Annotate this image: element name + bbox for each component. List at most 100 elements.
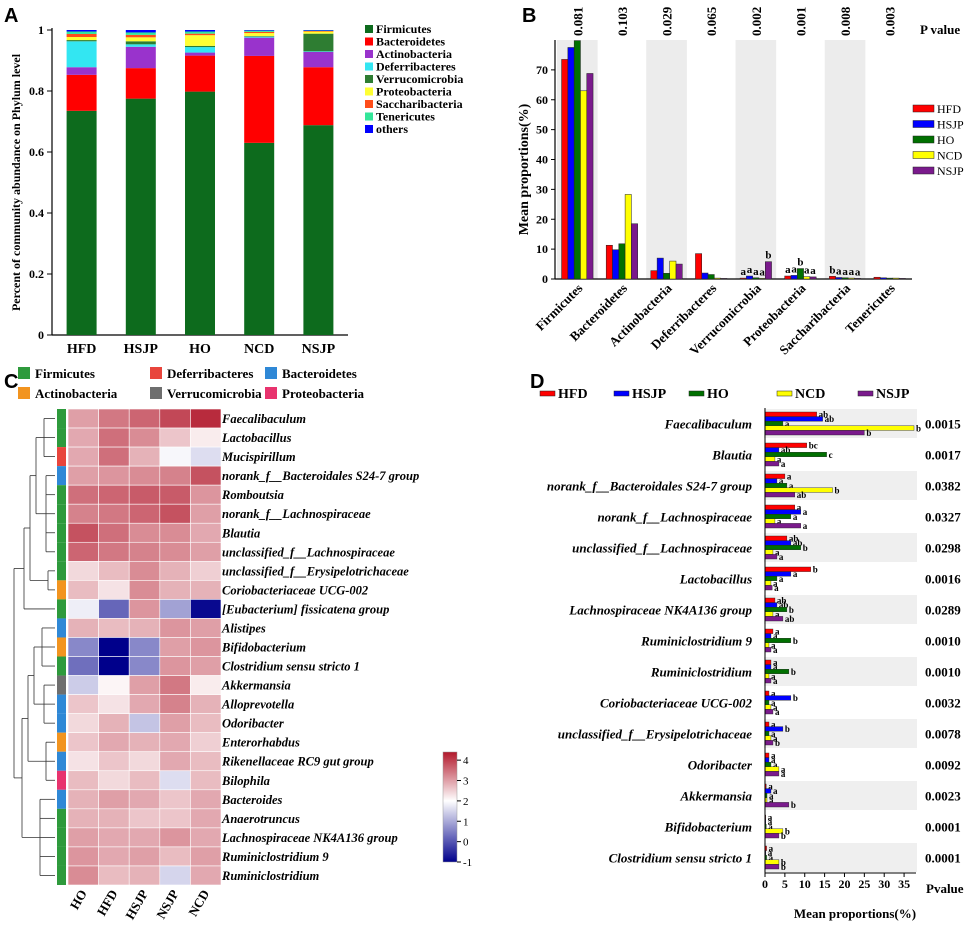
c-row-label: Rikenellaceae RC9 gut group [221, 755, 374, 769]
b-bar-ho-proteobacteria [797, 268, 804, 280]
c-row-label: Faecalibaculum [221, 412, 306, 426]
a-bar-bacteroidetes-hfd [66, 74, 97, 111]
c-phylum-bar [57, 808, 66, 828]
d-bar-hsjp-norank-f-bacteroidales-s24-7-group [764, 478, 778, 484]
a-legend-label-others: others [376, 122, 408, 136]
d-letter: a [773, 658, 778, 668]
d-letter: b [781, 857, 786, 867]
d-letter: a [779, 574, 784, 584]
c-cell-alloprevotella-ncd [190, 694, 222, 714]
b-pvalue: 0.081 [570, 7, 585, 36]
d-band [764, 595, 917, 624]
b-bar-hsjp-firmicutes [567, 47, 575, 280]
a-y-tick-label: 0.8 [29, 84, 44, 98]
d-legend-label-hfd: HFD [558, 387, 588, 402]
c-row-label: Bifidobacterium [221, 641, 306, 655]
c-cell-blautia-ho [67, 522, 99, 543]
a-y-tick-label: 0 [38, 328, 44, 342]
panel-label-c: C [4, 371, 18, 393]
c-cell-faecalibaculum-hsjp [128, 408, 161, 429]
d-letter: a [773, 733, 778, 743]
c-phylum-bar [57, 466, 66, 486]
d-pvalue: 0.0032 [925, 696, 961, 711]
c-cell-bacteroides-hsjp [128, 789, 161, 810]
a-bar-firmicutes-hfd [66, 110, 97, 335]
b-bar-ncd-saccharibacteria [847, 277, 855, 280]
c-cell-rikenellaceae-rc9-gut-group-hfd [98, 751, 130, 772]
c-cell-lactobacillus-ho [67, 427, 99, 448]
c-cell-eubacterium-fissicatena-group-hsjp [128, 599, 161, 619]
d-bar-hfd-odoribacter [764, 752, 770, 758]
c-phylum-bar [57, 656, 66, 676]
b-letter: b [797, 257, 803, 269]
d-letter: a [779, 476, 784, 486]
d-letter: a [781, 769, 786, 779]
d-bar-hsjp-coriobacteriaceae-ucg-002 [764, 695, 792, 701]
b-band [646, 40, 687, 279]
b-bar-hfd-bacteroidetes [605, 244, 613, 280]
d-letter: ab [779, 600, 789, 610]
c-cell-clostridium-sensu-stricto-1-hsjp [128, 656, 161, 676]
b-bar-ho-firmicutes [573, 40, 581, 280]
c-phylum-bar [57, 846, 66, 866]
b-pvalue: 0.002 [749, 7, 764, 36]
c-cell-clostridium-sensu-stricto-1-hfd [98, 656, 130, 676]
c-cell-clostridium-sensu-stricto-1-ncd [190, 656, 222, 676]
c-cell-alistipes-hsjp [128, 618, 161, 638]
b-bar-ncd-proteobacteria [803, 276, 811, 280]
b-letter: a [855, 266, 861, 278]
c-cell-mucispirillum-ncd [190, 446, 222, 467]
d-pvalue: 0.0017 [925, 448, 961, 463]
d-letter: a [775, 707, 780, 717]
a-bar-bacteroidetes-hsjp [125, 68, 156, 99]
d-letter: a [793, 512, 798, 522]
c-cell-ruminiclostridium-9-hsjp [128, 846, 161, 867]
d-row-label: Coriobacteriaceae UCG-002 [600, 696, 753, 711]
c-cell-odoribacter-hsjp [128, 713, 161, 733]
d-bar-ncd-ruminiclostridium-9 [764, 642, 770, 648]
c-cell-norank-f-bacteroidales-s24-7-group-hfd [98, 465, 130, 486]
d-letter: a [773, 662, 778, 672]
b-letter: a [759, 266, 765, 278]
c-colorbar-label: 1 [463, 816, 469, 828]
c-cell-bacteroides-nsjp [159, 789, 191, 810]
d-row-label: Lactobacillus [679, 572, 752, 587]
a-legend-swatch-verrucomicrobia [365, 75, 373, 83]
c-cell-ruminiclostridium-ho [67, 865, 99, 886]
a-legend-swatch-tenericutes [365, 112, 373, 121]
c-cell-anaerotruncus-ncd [190, 808, 222, 829]
b-pvalue: 0.001 [793, 7, 808, 36]
c-cell-romboutsia-hfd [98, 484, 130, 505]
c-phylum-bar [57, 827, 66, 847]
b-letter: a [747, 264, 753, 276]
a-bar-deferribacteres-hfd [66, 41, 97, 68]
a-y-tick-label: 0.4 [29, 206, 44, 220]
b-bar-ncd-deferribacteres [714, 277, 721, 280]
c-phylum-bar [57, 542, 66, 562]
c-cell-bilophila-ncd [190, 770, 222, 791]
a-bar-tenericutes-ho [185, 31, 215, 34]
d-band [764, 781, 917, 810]
c-col-label: HO [67, 887, 90, 912]
d-legend-swatch-ncd [776, 390, 793, 397]
b-bar-hfd-verrucomicrobia [739, 277, 747, 280]
b-legend-swatch-nsjp [912, 166, 935, 175]
c-phylum-bar [57, 713, 66, 733]
c-cell-ruminiclostridium-9-ho [67, 846, 99, 867]
b-bar-nsjp-actinobacteria [675, 263, 683, 280]
d-x-tick-label: 5 [782, 877, 788, 891]
c-cell-rikenellaceae-rc9-gut-group-ncd [190, 751, 222, 772]
c-cell-ruminiclostridium-9-nsjp [159, 846, 191, 867]
d-letter: b [781, 862, 786, 872]
d-bar-ncd-unclassified-f-erysipelotrichaceae [764, 735, 772, 741]
a-legend-label-bacteroidetes: Bacteroidetes [376, 35, 445, 49]
c-legend-swatch-actinobacteria [18, 387, 30, 399]
d-row-label: norank_f__Bacteroidales S24-7 group [547, 479, 753, 494]
a-legend-label-proteobacteria: Proteobacteria [376, 85, 452, 99]
c-phylum-bar [57, 504, 66, 524]
d-bar-hfd-lactobacillus [764, 566, 811, 572]
c-legend-swatch-deferribacteres [150, 367, 162, 379]
d-bar-hfd-norank-f-lachnospiraceae [764, 504, 796, 510]
